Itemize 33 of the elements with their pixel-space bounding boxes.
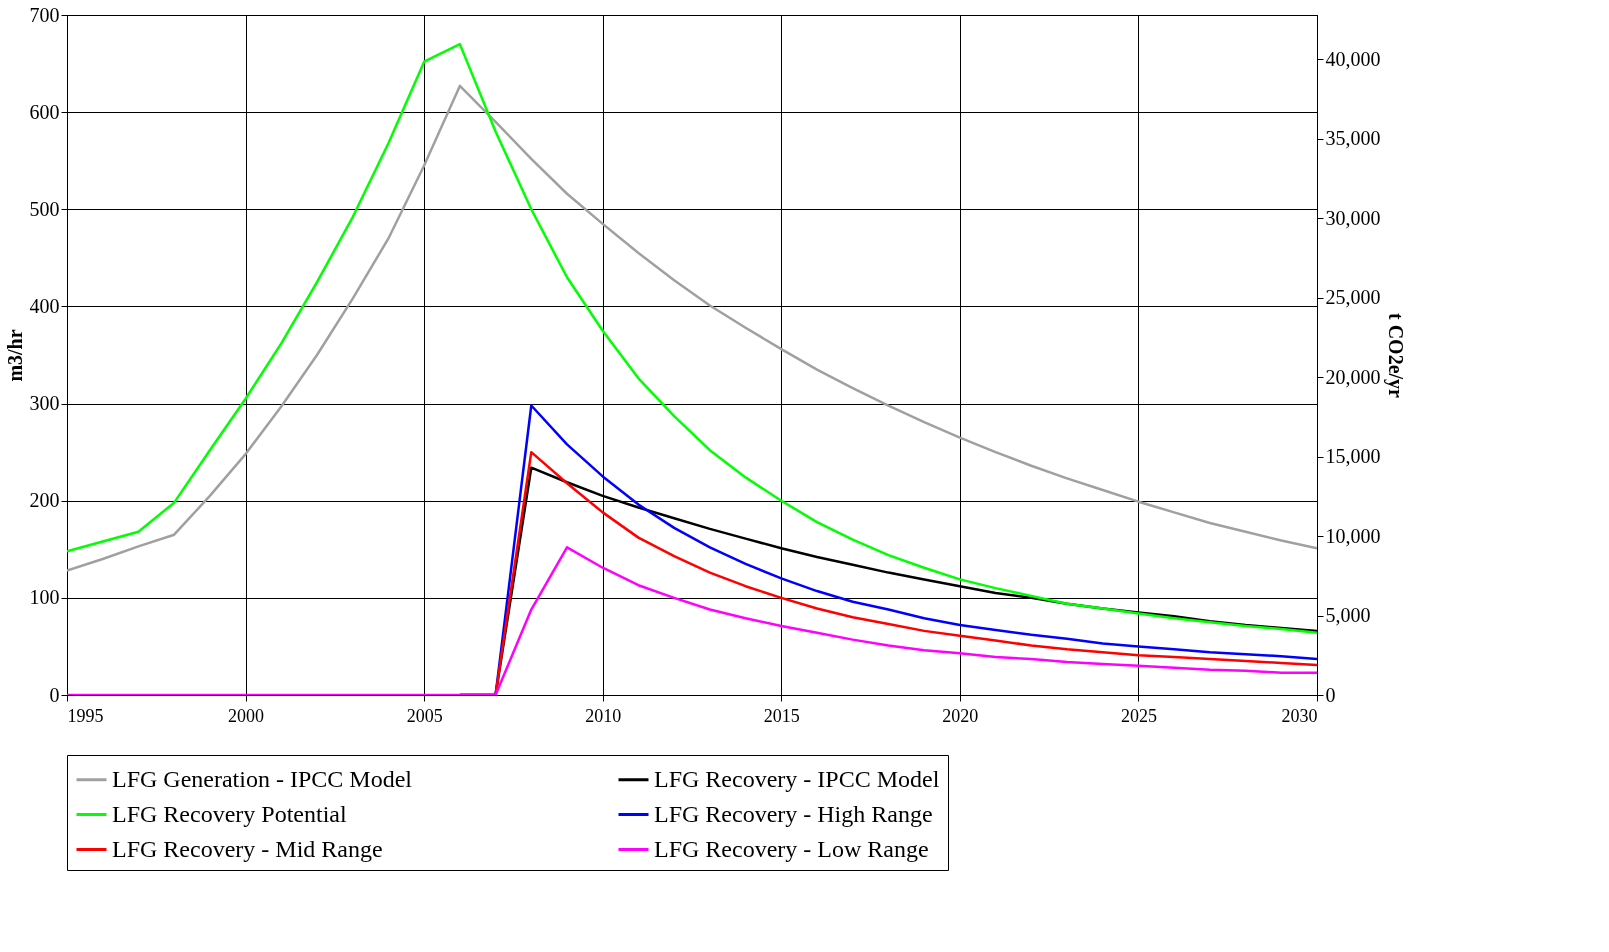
y-tick-label: 200 [29, 489, 60, 512]
legend-label: LFG Recovery Potential [112, 800, 347, 827]
x-tick-label: 2015 [763, 705, 800, 726]
y2-tick-label: 40,000 [1325, 47, 1381, 70]
y2-tick-label: 20,000 [1325, 365, 1381, 388]
x-tick-label: 1995 [67, 705, 104, 726]
y-tick-label: 300 [29, 392, 60, 415]
y2-tick-label: 10,000 [1325, 524, 1381, 547]
y2-tick-label: 25,000 [1325, 286, 1381, 309]
legend-label: LFG Recovery - High Range [654, 800, 933, 827]
legend-label: LFG Generation - IPCC Model [112, 765, 413, 792]
x-tick-label: 2010 [585, 705, 622, 726]
y2-tick-label: 35,000 [1325, 127, 1381, 150]
y-tick-label: 600 [29, 100, 60, 123]
y-tick-label: 500 [29, 197, 60, 220]
x-tick-label: 2025 [1120, 705, 1157, 726]
y2-tick-label: 5,000 [1325, 604, 1371, 627]
y-axis-title: m3/hr [3, 329, 26, 382]
y2-tick-label: 30,000 [1325, 206, 1381, 229]
y-tick-label: 100 [29, 586, 60, 609]
x-tick-label: 2030 [1281, 705, 1318, 726]
legend-label: LFG Recovery - Mid Range [112, 835, 383, 862]
x-tick-label: 2020 [942, 705, 979, 726]
legend-label: LFG Recovery - Low Range [654, 835, 929, 862]
y-tick-label: 0 [49, 683, 60, 706]
legend-label: LFG Recovery - IPCC Model [654, 765, 940, 792]
y-tick-label: 700 [29, 3, 60, 26]
y2-axis-title: t CO2e/yr [1383, 313, 1407, 399]
y2-tick-label: 15,000 [1325, 445, 1381, 468]
x-tick-label: 2005 [406, 705, 443, 726]
y2-tick-label: 0 [1325, 683, 1336, 706]
y-tick-label: 400 [29, 294, 60, 317]
x-tick-label: 2000 [228, 705, 265, 726]
